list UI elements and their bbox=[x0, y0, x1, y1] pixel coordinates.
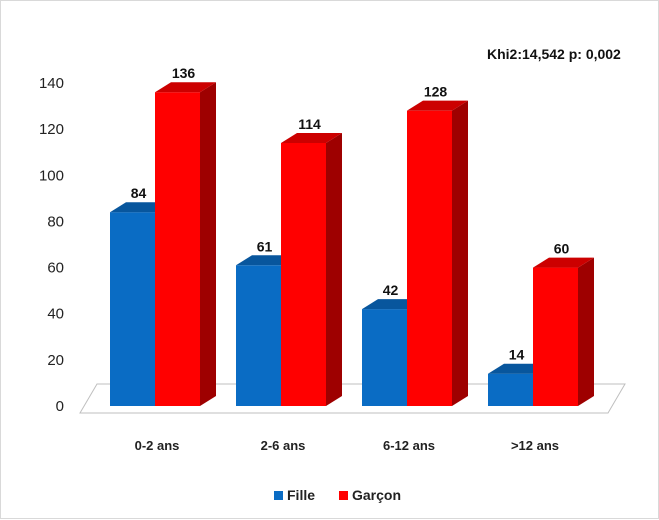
bar-fille bbox=[362, 309, 407, 406]
x-category-label: >12 ans bbox=[511, 438, 559, 453]
bar-top bbox=[155, 82, 216, 93]
data-label: 114 bbox=[298, 116, 321, 132]
data-label: 128 bbox=[424, 84, 448, 100]
bar-side bbox=[326, 132, 342, 406]
x-category-label: 2-6 ans bbox=[261, 438, 306, 453]
bar-garcon bbox=[155, 92, 200, 406]
y-tick-label: 60 bbox=[47, 260, 64, 277]
legend-label: Fille bbox=[287, 487, 315, 503]
bar-garcon bbox=[407, 110, 452, 406]
y-tick-label: 80 bbox=[47, 213, 64, 230]
x-category-label: 6-12 ans bbox=[383, 438, 435, 453]
y-tick-label: 100 bbox=[39, 167, 64, 184]
data-label: 84 bbox=[131, 185, 147, 201]
y-tick-label: 120 bbox=[39, 121, 64, 138]
bar-fille bbox=[110, 212, 155, 406]
data-label: 61 bbox=[257, 238, 273, 254]
bar-garcon bbox=[281, 142, 326, 406]
bar-garcon bbox=[533, 267, 578, 406]
data-label: 42 bbox=[383, 282, 399, 298]
legend-label: Garçon bbox=[352, 487, 401, 503]
bar-top bbox=[281, 132, 342, 143]
legend-swatch-fille bbox=[274, 491, 283, 500]
legend-swatch-garcon bbox=[339, 491, 348, 500]
bar-side bbox=[452, 100, 468, 406]
stat-annotation: Khi2:14,542 p: 0,002 bbox=[487, 46, 621, 62]
bar-side bbox=[200, 82, 216, 406]
data-label: 60 bbox=[554, 241, 570, 257]
bar-fille bbox=[236, 265, 281, 406]
data-label: 136 bbox=[172, 65, 196, 81]
bar-top bbox=[533, 257, 594, 268]
y-tick-label: 140 bbox=[39, 75, 64, 92]
bar-fille bbox=[488, 373, 533, 406]
y-tick-label: 40 bbox=[47, 306, 64, 323]
bar-side bbox=[578, 257, 594, 406]
y-tick-label: 20 bbox=[47, 352, 64, 369]
data-label: 14 bbox=[509, 347, 525, 363]
x-category-label: 0-2 ans bbox=[135, 438, 180, 453]
bar-top bbox=[407, 100, 468, 111]
y-tick-label: 0 bbox=[56, 398, 64, 415]
